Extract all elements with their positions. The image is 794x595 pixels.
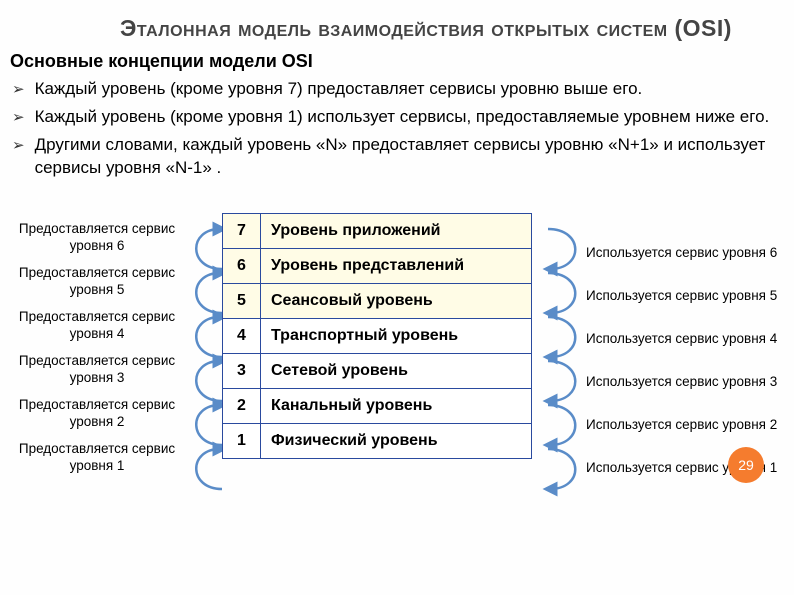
layer-row: 7Уровень приложений — [223, 213, 532, 248]
bullet-item: ➢ Другими словами, каждый уровень «N» пре… — [12, 134, 784, 180]
bullet-icon: ➢ — [12, 136, 25, 156]
uses-label: Используется сервис уровня 3 — [586, 350, 786, 393]
layer-name: Сетевой уровень — [261, 353, 532, 388]
layer-name: Канальный уровень — [261, 388, 532, 423]
bullet-icon: ➢ — [12, 80, 25, 100]
layer-name: Уровень представлений — [261, 248, 532, 283]
bullet-item: ➢ Каждый уровень (кроме уровня 1) использ… — [12, 106, 784, 129]
slide-title: Эталонная модель взаимодействия открытых… — [0, 0, 794, 49]
layer-number: 7 — [223, 213, 261, 248]
layer-row: 5Сеансовый уровень — [223, 283, 532, 318]
layer-name: Уровень приложений — [261, 213, 532, 248]
provides-label: Предоставляется сервис уровня 1 — [12, 436, 182, 480]
bullet-text: Каждый уровень (кроме уровня 7) предоста… — [35, 78, 643, 101]
layer-name: Сеансовый уровень — [261, 283, 532, 318]
bullet-text: Каждый уровень (кроме уровня 1) использу… — [35, 106, 770, 129]
layer-row: 3Сетевой уровень — [223, 353, 532, 388]
layer-number: 5 — [223, 283, 261, 318]
right-arrows — [534, 211, 594, 531]
left-labels: Предоставляется сервис уровня 6Предостав… — [12, 216, 182, 480]
uses-label: Используется сервис уровня 4 — [586, 307, 786, 350]
layer-row: 1Физический уровень — [223, 423, 532, 458]
bullet-list: ➢ Каждый уровень (кроме уровня 7) предост… — [0, 76, 794, 197]
slide-number-badge: 29 — [728, 447, 764, 483]
layer-name: Транспортный уровень — [261, 318, 532, 353]
layer-number: 1 — [223, 423, 261, 458]
uses-label: Используется сервис уровня 2 — [586, 393, 786, 436]
layer-number: 3 — [223, 353, 261, 388]
provides-label: Предоставляется сервис уровня 5 — [12, 260, 182, 304]
layer-name: Физический уровень — [261, 423, 532, 458]
layer-number: 6 — [223, 248, 261, 283]
provides-label: Предоставляется сервис уровня 6 — [12, 216, 182, 260]
uses-label: Используется сервис уровня 6 — [586, 221, 786, 264]
right-labels: Используется сервис уровня 6Используется… — [586, 221, 786, 479]
provides-label: Предоставляется сервис уровня 3 — [12, 348, 182, 392]
provides-label: Предоставляется сервис уровня 2 — [12, 392, 182, 436]
layer-number: 2 — [223, 388, 261, 423]
layer-row: 4Транспортный уровень — [223, 318, 532, 353]
osi-diagram: 7Уровень приложений6Уровень представлени… — [0, 203, 794, 543]
layer-row: 2Канальный уровень — [223, 388, 532, 423]
provides-label: Предоставляется сервис уровня 4 — [12, 304, 182, 348]
layer-number: 4 — [223, 318, 261, 353]
subtitle: Основные концепции модели OSI — [0, 49, 794, 76]
uses-label: Используется сервис уровня 5 — [586, 264, 786, 307]
layer-row: 6Уровень представлений — [223, 248, 532, 283]
bullet-item: ➢ Каждый уровень (кроме уровня 7) предост… — [12, 78, 784, 101]
bullet-text: Другими словами, каждый уровень «N» пред… — [35, 134, 784, 180]
bullet-icon: ➢ — [12, 108, 25, 128]
osi-layers-table: 7Уровень приложений6Уровень представлени… — [222, 213, 532, 459]
